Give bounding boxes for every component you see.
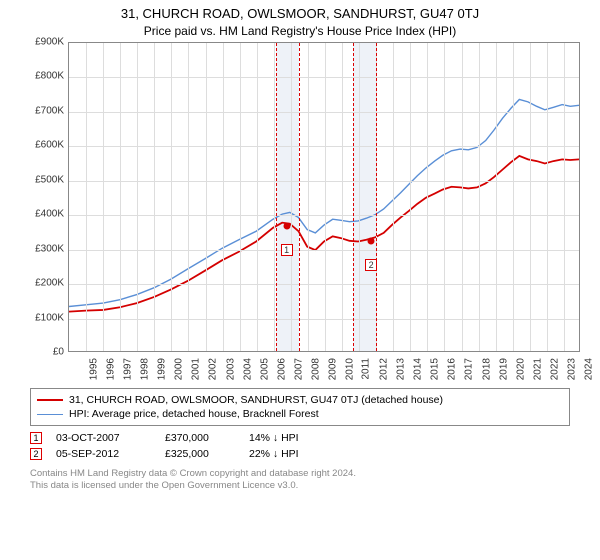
x-tick-label: 2011: [361, 358, 372, 380]
footer-line: This data is licensed under the Open Gov…: [30, 480, 570, 492]
legend-label: 31, CHURCH ROAD, OWLSMOOR, SANDHURST, GU…: [69, 394, 443, 406]
sale-hpi-delta: 22% ↓ HPI: [249, 448, 299, 460]
x-tick-label: 1998: [139, 358, 150, 380]
sale-date: 05-SEP-2012: [56, 448, 151, 460]
legend-swatch: [37, 399, 63, 401]
x-tick-label: 2012: [378, 358, 389, 380]
x-tick-label: 2000: [174, 358, 185, 380]
x-tick-label: 2017: [464, 358, 475, 380]
x-tick-label: 2013: [395, 358, 406, 380]
footer-attribution: Contains HM Land Registry data © Crown c…: [30, 468, 570, 493]
legend-row: HPI: Average price, detached house, Brac…: [37, 407, 563, 421]
x-tick-label: 2010: [344, 358, 355, 380]
sale-row: 1 03-OCT-2007 £370,000 14% ↓ HPI: [30, 430, 570, 446]
y-tick-label: £900K: [30, 37, 64, 48]
x-tick-label: 2007: [293, 358, 304, 380]
x-tick-label: 2023: [566, 358, 577, 380]
x-tick-label: 1999: [157, 358, 168, 380]
x-tick-label: 2014: [413, 358, 424, 380]
sale-marker: 1: [281, 244, 293, 256]
y-tick-label: £700K: [30, 105, 64, 116]
chart: £0 £100K £200K £300K £400K £500K £600K £700K £80…: [30, 42, 590, 382]
legend-row: 31, CHURCH ROAD, OWLSMOOR, SANDHURST, GU…: [37, 393, 563, 407]
sale-dot: [368, 238, 375, 245]
footer-line: Contains HM Land Registry data © Crown c…: [30, 468, 570, 480]
x-tick-label: 2020: [515, 358, 526, 380]
x-tick-label: 2024: [583, 358, 594, 380]
y-tick-label: £200K: [30, 278, 64, 289]
series-svg: [69, 43, 579, 351]
x-tick-label: 2005: [259, 358, 270, 380]
x-tick-label: 1996: [105, 358, 116, 380]
sale-price: £325,000: [165, 448, 235, 460]
legend-label: HPI: Average price, detached house, Brac…: [69, 408, 319, 420]
sale-dot: [283, 222, 290, 229]
x-tick-label: 2015: [430, 358, 441, 380]
x-tick-label: 2009: [327, 358, 338, 380]
x-tick-label: 2019: [498, 358, 509, 380]
x-tick-label: 2001: [191, 358, 202, 380]
x-tick-label: 2003: [225, 358, 236, 380]
y-tick-label: £800K: [30, 71, 64, 82]
x-tick-label: 2016: [447, 358, 458, 380]
x-tick-label: 2008: [310, 358, 321, 380]
x-tick-label: 2022: [549, 358, 560, 380]
legend-swatch: [37, 414, 63, 415]
sale-marker: 2: [365, 259, 377, 271]
x-tick-label: 2018: [481, 358, 492, 380]
y-tick-label: £400K: [30, 209, 64, 220]
x-tick-label: 2002: [208, 358, 219, 380]
plot-area: 12: [68, 42, 580, 352]
legend: 31, CHURCH ROAD, OWLSMOOR, SANDHURST, GU…: [30, 388, 570, 426]
y-tick-label: £300K: [30, 243, 64, 254]
sale-row-marker: 2: [30, 448, 42, 460]
x-tick-label: 2004: [242, 358, 253, 380]
x-tick-label: 1997: [122, 358, 133, 380]
y-tick-label: £600K: [30, 140, 64, 151]
y-tick-label: £500K: [30, 174, 64, 185]
sale-row-marker: 1: [30, 432, 42, 444]
series-line: [69, 156, 579, 312]
x-tick-label: 2021: [532, 358, 543, 380]
sales-table: 1 03-OCT-2007 £370,000 14% ↓ HPI 2 05-SEP-201…: [30, 430, 570, 462]
y-tick-label: £0: [30, 347, 64, 358]
sale-hpi-delta: 14% ↓ HPI: [249, 432, 299, 444]
series-line: [69, 99, 579, 306]
sale-row: 2 05-SEP-2012 £325,000 22% ↓ HPI: [30, 446, 570, 462]
sale-date: 03-OCT-2007: [56, 432, 151, 444]
chart-title: 31, CHURCH ROAD, OWLSMOOR, SANDHURST, GU…: [0, 0, 600, 21]
y-tick-label: £100K: [30, 312, 64, 323]
x-tick-label: 1995: [88, 358, 99, 380]
x-tick-label: 2006: [276, 358, 287, 380]
chart-subtitle: Price paid vs. HM Land Registry's House …: [0, 21, 600, 42]
sale-price: £370,000: [165, 432, 235, 444]
